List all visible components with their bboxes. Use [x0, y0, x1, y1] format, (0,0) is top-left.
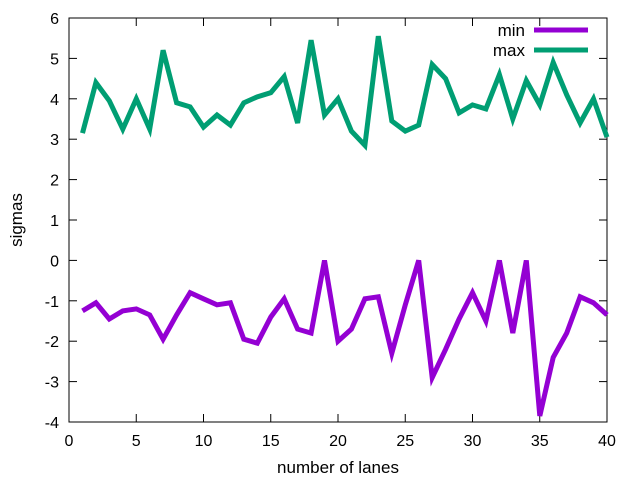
x-tick-label: 35	[531, 433, 549, 450]
y-tick-label: -3	[45, 375, 59, 392]
y-tick-label: -2	[45, 334, 59, 351]
y-tick-label: 5	[50, 51, 59, 68]
y-tick-label: 0	[50, 253, 59, 270]
y-axis-label: sigmas	[7, 193, 26, 247]
x-tick-label: 5	[132, 433, 141, 450]
legend-label-max: max	[493, 41, 526, 60]
x-tick-label: 0	[65, 433, 74, 450]
y-tick-label: 1	[50, 213, 59, 230]
x-tick-label: 30	[464, 433, 482, 450]
series-line-max	[80, 35, 610, 151]
x-tick-label: 40	[598, 433, 616, 450]
x-axis-label: number of lanes	[277, 458, 399, 477]
x-tick-label: 20	[329, 433, 347, 450]
x-tick-label: 15	[262, 433, 280, 450]
legend-label-min: min	[498, 21, 525, 40]
x-tick-label: 25	[396, 433, 414, 450]
axis-ticks: -4 -3 -2 -1 0 1 2 3 4 5 6 0 5 10 15 20 25 30 35 40	[45, 11, 616, 450]
y-tick-label: 4	[50, 92, 59, 109]
y-tick-label: -1	[45, 294, 59, 311]
x-tick-label: 10	[195, 433, 213, 450]
series-line-min	[81, 259, 609, 417]
series-layer	[80, 35, 610, 417]
y-tick-label: 3	[50, 132, 59, 149]
y-tick-label: 2	[50, 173, 59, 190]
y-tick-label: 6	[50, 11, 59, 28]
y-tick-label: -4	[45, 415, 59, 432]
